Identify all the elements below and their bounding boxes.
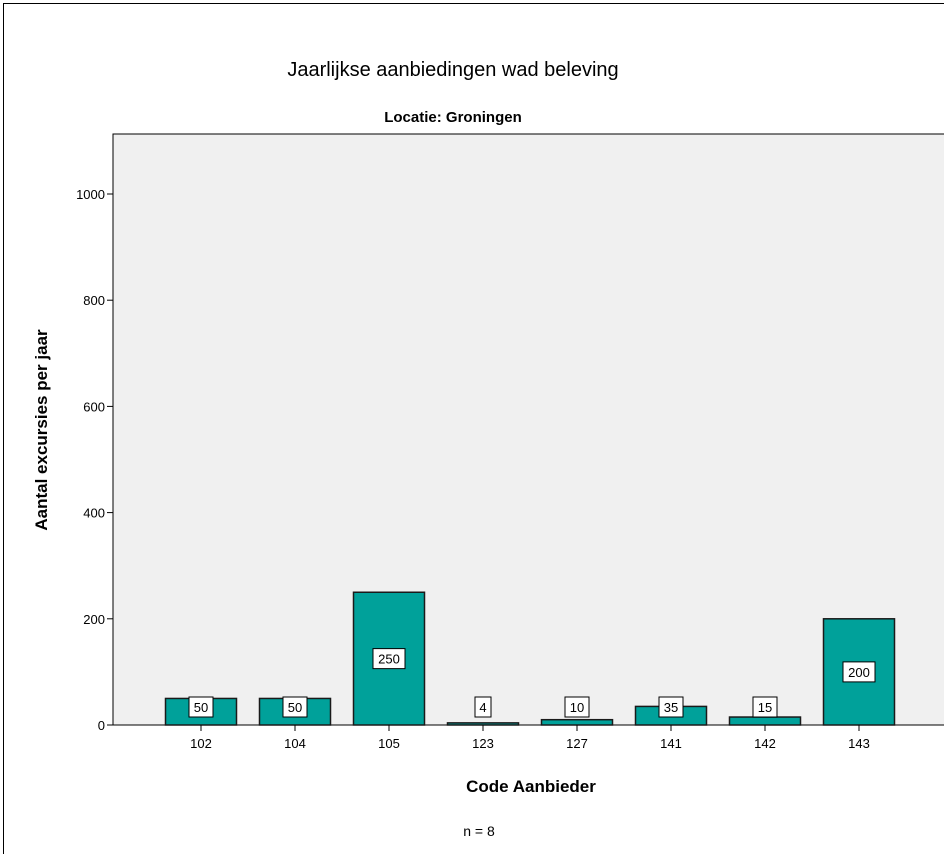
x-axis-title: Code Aanbieder [466,777,596,796]
data-label: 200 [848,665,870,680]
y-tick-label: 800 [83,293,105,308]
y-tick-label: 1000 [76,187,105,202]
bar-123 [446,722,520,726]
x-tick-label: 123 [472,736,494,751]
data-label-box [564,696,590,718]
x-tick-label: 143 [848,736,870,751]
data-label: 35 [664,700,678,715]
y-axis-title: Aantal excursies per jaar [32,329,51,531]
y-tick-label: 0 [98,718,105,733]
data-label-box [474,696,492,718]
data-label-box [658,696,684,718]
x-tick-label: 104 [284,736,306,751]
bar-142 [728,716,802,726]
y-tick-label: 600 [83,399,105,414]
x-tick-label: 127 [566,736,588,751]
data-label: 250 [378,652,400,667]
data-label: 15 [758,700,772,715]
plot-area [112,133,944,726]
data-label-box [372,648,406,670]
bar-127 [540,718,614,726]
data-label-box [842,661,876,683]
data-label: 50 [194,700,208,715]
y-tick-label: 400 [83,506,105,521]
chart-subtitle: Locatie: Groningen [384,109,522,126]
chart-frame: Jaarlijkse aanbiedingen wad beleving Loc… [3,3,944,854]
x-tick-label: 142 [754,736,776,751]
y-tick-label: 200 [83,612,105,627]
data-label: 10 [570,700,584,715]
x-tick-label: 141 [660,736,682,751]
y-axis: 0 200 400 600 800 1000 [76,187,113,733]
x-axis: 102 104 105 123 127 141 142 143 [190,725,870,751]
data-label-box [188,696,214,718]
data-label-box [752,696,778,718]
x-tick-label: 105 [378,736,400,751]
footnote-n: n = 8 [463,823,495,839]
data-label-box [282,696,308,718]
data-label: 50 [288,700,302,715]
bar-labels-group: 50 50 250 4 10 35 15 200 [188,648,876,718]
bar-chart: Jaarlijkse aanbiedingen wad beleving Loc… [32,59,944,839]
chart-title: Jaarlijkse aanbiedingen wad beleving [287,59,618,81]
x-tick-label: 102 [190,736,212,751]
data-label: 4 [479,700,486,715]
